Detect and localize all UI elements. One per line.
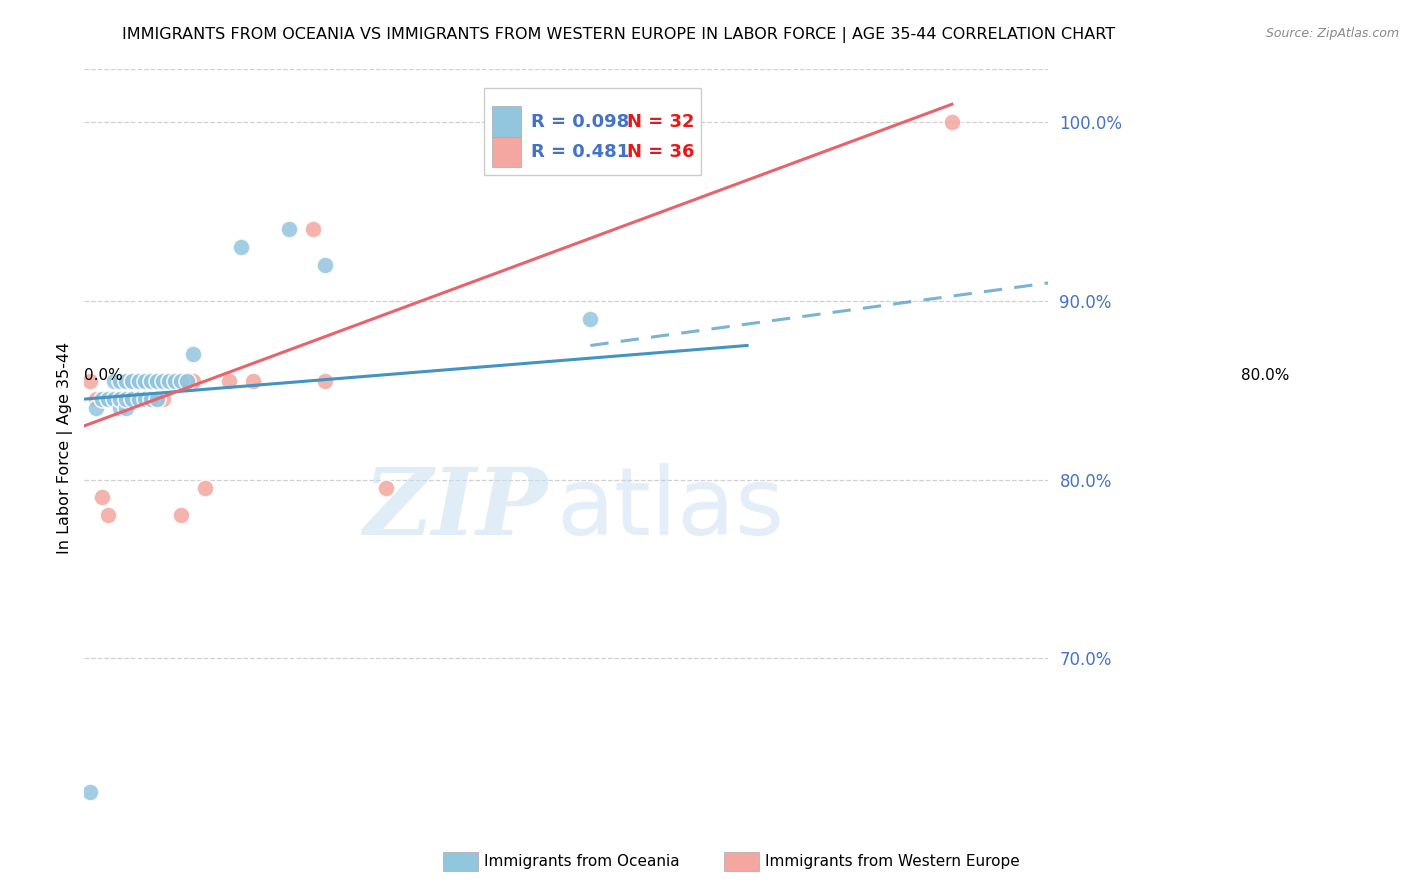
Point [157,374,180,388]
Text: R = 0.481: R = 0.481 [530,143,628,161]
Text: N = 32: N = 32 [627,112,695,131]
Point [139,392,162,406]
Point [86,401,108,415]
Point [134,374,156,388]
Point [128,392,150,406]
Point [163,374,186,388]
Text: Immigrants from Western Europe: Immigrants from Western Europe [765,855,1019,869]
Point [139,374,162,388]
Point [163,374,186,388]
Text: 0.0%: 0.0% [84,368,124,384]
Point [121,392,143,406]
Point [139,374,162,388]
Point [181,374,204,388]
Point [242,374,264,388]
Point [218,374,240,388]
Point [121,374,143,388]
Point [181,347,204,361]
Point [176,374,198,388]
Text: R = 0.098: R = 0.098 [530,112,628,131]
Point [121,374,143,388]
Point [115,401,138,415]
Point [121,392,143,406]
Point [115,392,138,406]
Point [115,374,138,388]
Point [110,374,132,388]
Point [278,222,301,236]
Point [121,374,143,388]
Point [134,392,156,406]
Point [152,374,174,388]
Point [170,508,193,523]
FancyBboxPatch shape [492,136,522,167]
Point [145,374,167,388]
Point [110,374,132,388]
Point [139,392,162,406]
Point [941,115,963,129]
Point [86,392,108,406]
Point [103,392,125,406]
Point [152,392,174,406]
Point [176,374,198,388]
Point [170,374,193,388]
Point [91,392,114,406]
Point [128,374,150,388]
Point [115,374,138,388]
Text: 80.0%: 80.0% [1241,368,1289,384]
Text: Source: ZipAtlas.com: Source: ZipAtlas.com [1265,27,1399,40]
Point [97,508,120,523]
Point [97,392,120,406]
Y-axis label: In Labor Force | Age 35-44: In Labor Force | Age 35-44 [58,343,73,554]
Point [145,392,167,406]
Point [79,374,101,388]
Point [91,491,114,505]
Point [579,311,602,326]
Point [145,374,167,388]
Point [110,392,132,406]
Point [128,392,150,406]
Point [194,482,217,496]
Point [229,240,252,254]
FancyBboxPatch shape [492,106,522,136]
Point [134,374,156,388]
Text: atlas: atlas [557,463,785,555]
FancyBboxPatch shape [484,87,702,175]
Text: Immigrants from Oceania: Immigrants from Oceania [484,855,679,869]
Point [152,374,174,388]
Text: ZIP: ZIP [363,464,547,554]
Point [314,374,336,388]
Point [128,374,150,388]
Point [110,401,132,415]
Text: N = 36: N = 36 [627,143,695,161]
Text: IMMIGRANTS FROM OCEANIA VS IMMIGRANTS FROM WESTERN EUROPE IN LABOR FORCE | AGE 3: IMMIGRANTS FROM OCEANIA VS IMMIGRANTS FR… [122,27,1115,43]
Point [121,392,143,406]
Point [374,482,396,496]
Point [79,785,101,799]
Point [134,392,156,406]
Point [103,392,125,406]
Point [97,392,120,406]
Point [176,374,198,388]
Point [110,392,132,406]
Point [314,258,336,272]
Point [103,374,125,388]
Point [115,392,138,406]
Point [302,222,325,236]
Point [157,374,180,388]
